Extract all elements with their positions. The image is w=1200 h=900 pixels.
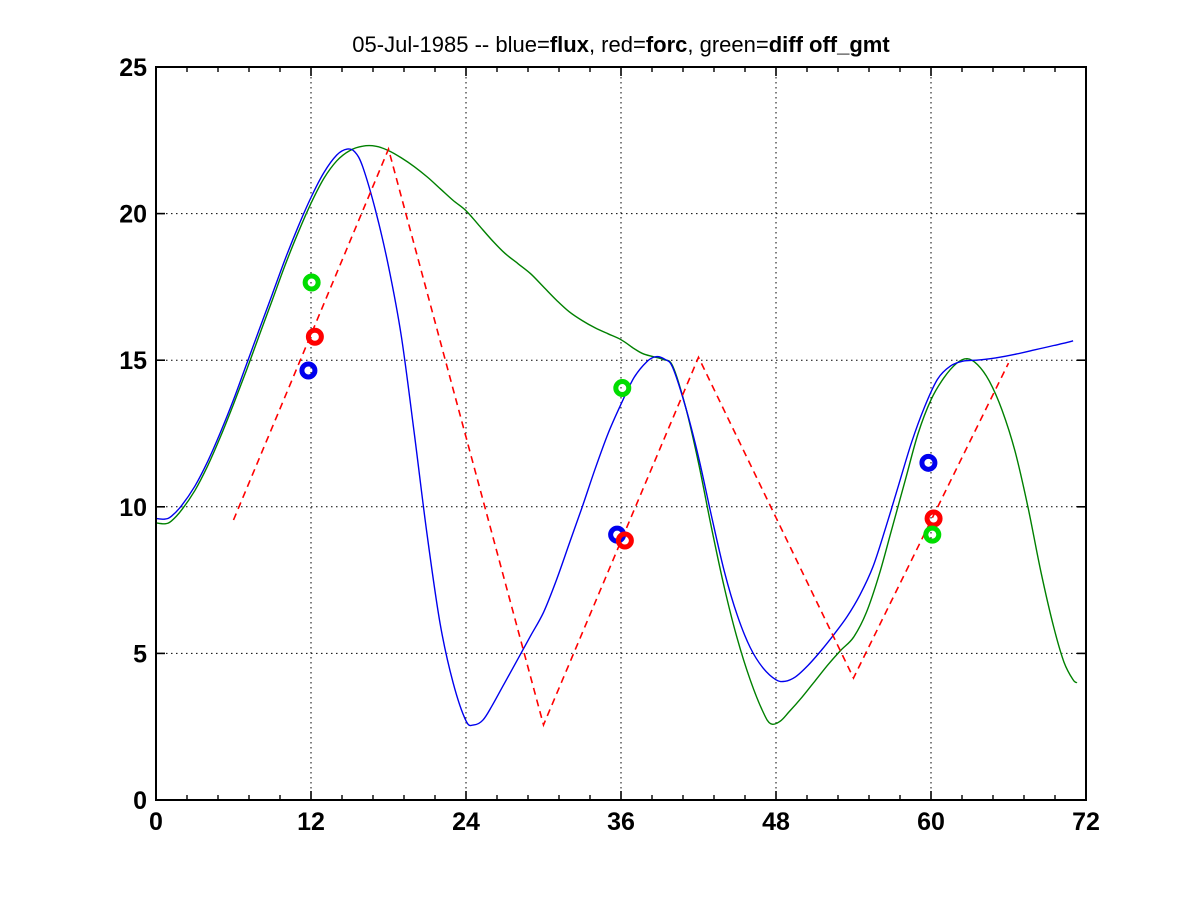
- series-diff-line: [155, 144, 1078, 726]
- x-tick-label: 60: [917, 808, 945, 836]
- x-tick-label: 0: [149, 808, 163, 836]
- y-tick-label: 25: [119, 54, 147, 82]
- x-tick-label: 72: [1072, 808, 1100, 836]
- title-segment: flux: [549, 32, 589, 57]
- x-tick-label: 24: [452, 808, 480, 836]
- title-segment: diff off_gmt: [768, 32, 890, 57]
- y-tick-label: 10: [119, 494, 147, 522]
- y-tick-label: 0: [133, 787, 147, 815]
- marker-diff-obs: [923, 525, 942, 544]
- marker-flux-obs: [299, 361, 318, 380]
- x-tick-label: 36: [607, 808, 635, 836]
- marker-forc-obs: [924, 509, 943, 528]
- title-segment: , red=: [588, 32, 646, 57]
- y-tick-label: 20: [119, 201, 147, 229]
- title-segment: 05-Jul-1985 -- blue=: [352, 32, 550, 57]
- marker-diff-obs: [302, 273, 321, 292]
- marker-diff-obs: [613, 379, 632, 398]
- y-tick-label: 5: [133, 640, 147, 668]
- x-tick-label: 12: [297, 808, 325, 836]
- x-tick-label: 48: [762, 808, 790, 836]
- marker-flux-obs: [919, 453, 938, 472]
- marker-forc-obs: [305, 327, 324, 346]
- title-segment: , green=: [687, 32, 769, 57]
- series-flux-line: [155, 148, 1074, 727]
- marker-forc-obs: [615, 531, 634, 550]
- chart-title: 05-Jul-1985 -- blue=flux, red=forc, gree…: [156, 32, 1086, 58]
- y-tick-label: 15: [119, 347, 147, 375]
- title-segment: forc: [645, 32, 688, 57]
